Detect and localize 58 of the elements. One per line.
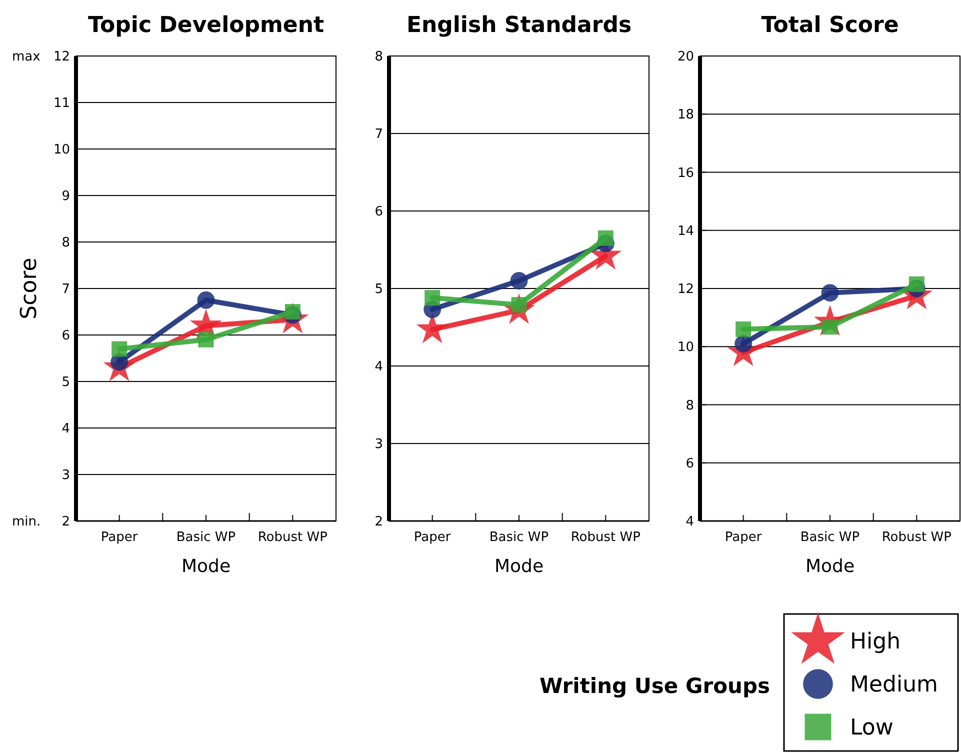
point	[198, 332, 214, 348]
y-tick-label: 20	[677, 50, 694, 65]
y-tick-label: 12	[53, 50, 70, 65]
chart-title: Topic Development	[88, 13, 325, 38]
legend-label: Medium	[850, 672, 938, 698]
x-tick-label: Robust WP	[258, 530, 328, 545]
x-axis-title: Mode	[805, 556, 855, 577]
x-tick-label: Paper	[414, 530, 452, 545]
point	[736, 321, 752, 337]
y-tick-label: 6	[374, 204, 383, 220]
y-axis-title: Score	[17, 258, 42, 320]
y-tick-label: 8	[62, 236, 70, 251]
x-tick-label: Robust WP	[570, 530, 641, 545]
text: max	[12, 50, 41, 65]
y-tick-label: 18	[677, 108, 694, 123]
y-tick-label: 4	[62, 422, 70, 437]
y-tick-label: 16	[677, 166, 694, 181]
y-tick-label: 4	[686, 514, 694, 530]
y-tick-label: 3	[62, 468, 70, 484]
x-tick-label: Basic WP	[800, 530, 860, 545]
x-tick-label: Basic WP	[489, 530, 549, 545]
y-tick-label: 7	[374, 127, 383, 142]
y-tick-label: 8	[374, 50, 383, 65]
y-tick-label: 8	[686, 398, 694, 414]
point	[821, 284, 839, 302]
x-tick-label: Paper	[100, 530, 138, 545]
y-tick-label: 9	[62, 189, 70, 204]
point	[112, 341, 128, 357]
y-tick-label: 10	[53, 142, 70, 158]
chart-title: English Standards	[406, 13, 632, 38]
point	[908, 276, 924, 292]
y-tick-label: 7	[62, 282, 70, 298]
point	[598, 230, 614, 246]
y-tick-label: 2	[62, 514, 70, 530]
text: min.	[12, 514, 41, 530]
x-tick-label: Robust WP	[882, 530, 952, 545]
y-tick-label: 6	[62, 328, 70, 344]
point	[424, 290, 440, 306]
point	[197, 291, 215, 309]
y-tick-label: 14	[677, 224, 694, 239]
x-axis-title: Mode	[494, 556, 544, 577]
legend-label: Low	[850, 716, 894, 741]
y-tick-label: 6	[686, 456, 694, 472]
y-tick-label: 3	[374, 437, 383, 452]
y-tick-label: 11	[53, 96, 70, 112]
chart-title: Total Score	[761, 13, 899, 38]
x-tick-label: Basic WP	[176, 530, 236, 545]
y-tick-label: 12	[677, 282, 694, 298]
point	[510, 272, 528, 290]
y-tick-label: 10	[677, 340, 694, 356]
y-tick-label: 5	[62, 375, 70, 390]
y-tick-label: 4	[374, 360, 383, 375]
y-tick-label: 5	[374, 282, 383, 298]
legend-label: High	[850, 630, 901, 655]
x-tick-label: Paper	[724, 530, 762, 545]
legend-title: Writing Use Groups	[540, 674, 770, 698]
x-axis-title: Mode	[181, 556, 231, 577]
y-tick-label: 2	[374, 514, 383, 530]
